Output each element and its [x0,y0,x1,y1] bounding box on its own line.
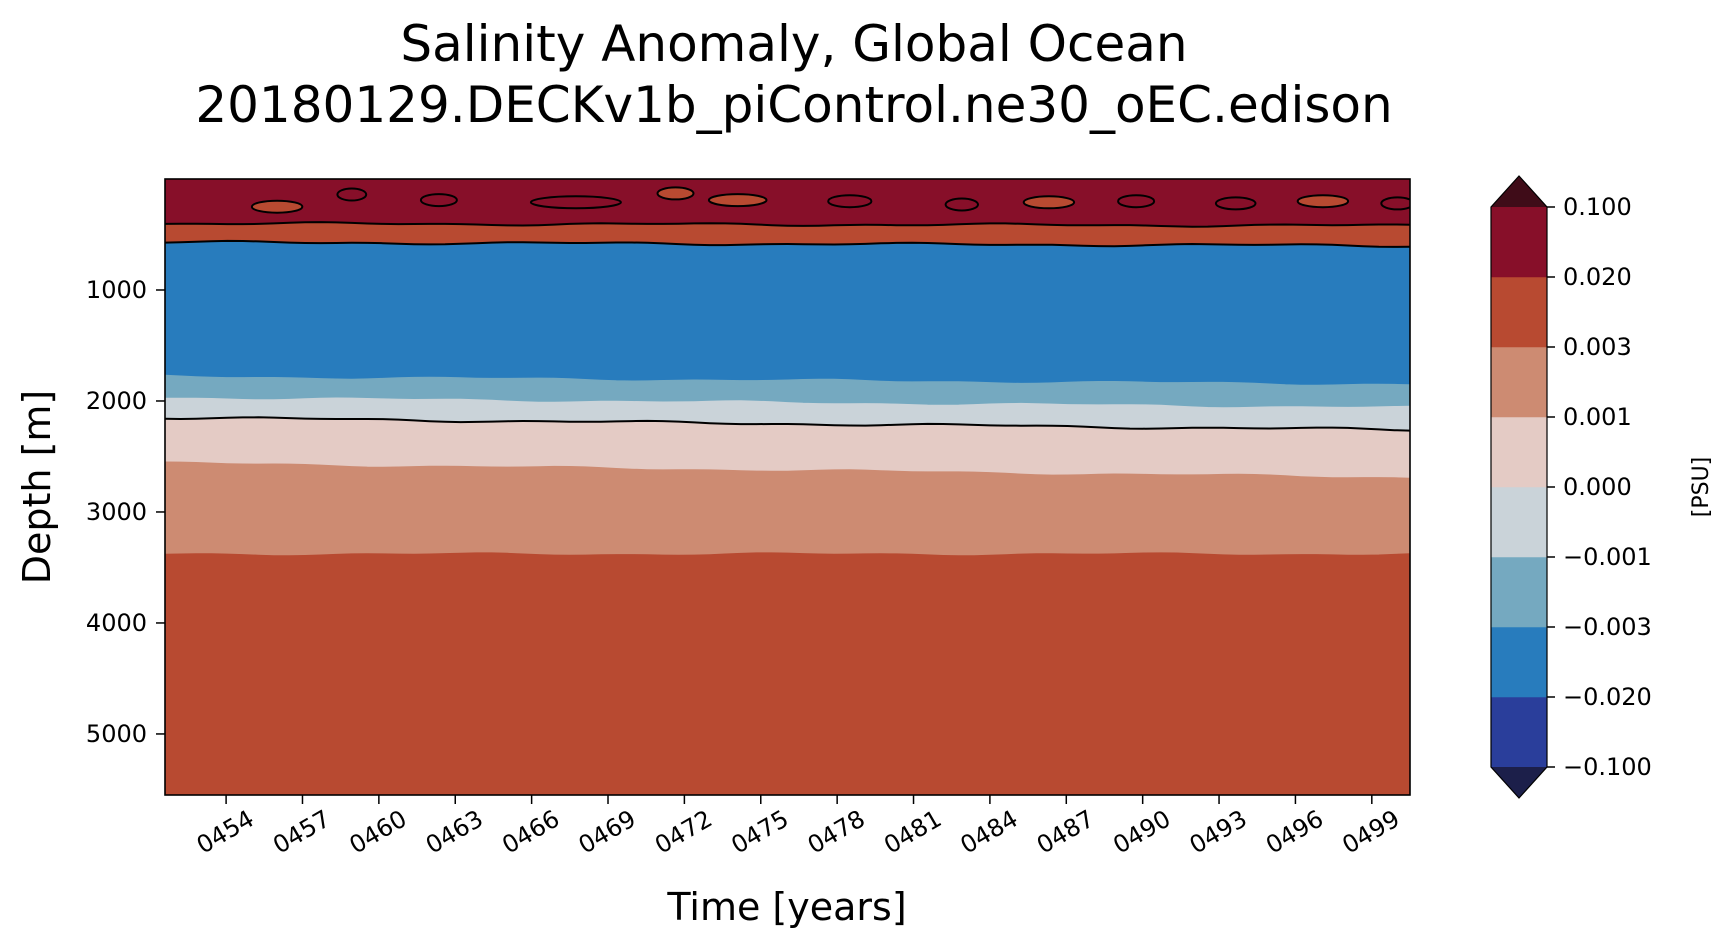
surface-contour-12 [656,186,695,201]
surface-contour-6 [1022,195,1076,210]
surface-contour-5 [944,197,979,212]
x-tick-label-14: 0496 [1261,805,1328,860]
chart-title-block: Salinity Anomaly, Global Ocean 20180129.… [0,14,1588,136]
colorbar-tick-label-5: 0.001 [1563,403,1632,431]
x-tick-label-10: 0484 [956,805,1023,860]
colorbar-extend-high [1491,176,1547,207]
surface-contour-11 [336,187,368,202]
surface-contour-2 [529,195,622,210]
x-tick-label-9: 0481 [879,805,946,860]
x-tick-label-2: 0460 [345,805,412,860]
x-tick-label-0: 0454 [192,805,259,860]
x-tick-label-1: 0457 [268,805,335,860]
colorbar-tick-label-8: 0.100 [1563,193,1632,221]
colorbar-tick-label-1: −0.020 [1563,683,1652,711]
y-axis-label: Depth [m] [15,390,59,585]
x-tick-label-12: 0490 [1108,805,1175,860]
colorbar-swatch-3 [1490,486,1548,558]
x-tick-label-15: 0499 [1338,805,1405,860]
y-tick-label-3: 4000 [86,609,147,637]
colorbar-swatch-1 [1490,626,1548,698]
surface-contour-4 [827,194,873,209]
surface-contour-7 [1117,194,1156,209]
contour-line-0 [165,221,1410,228]
chart-subtitle: 20180129.DECKv1b_piControl.ne30_oEC.edis… [195,76,1393,134]
colorbar-extend-low [1491,767,1547,798]
surface-contour-0 [250,199,304,214]
contour-lines [165,186,1410,432]
band-6 [165,461,1410,557]
colorbar-swatch-2 [1490,556,1548,628]
colorbar-tick-label-7: 0.020 [1563,263,1632,291]
contour-line-1 [165,239,1410,248]
surface-contour-3 [707,193,768,208]
surface-contour-1 [419,193,458,208]
colorbar-swatch-0 [1490,696,1548,768]
colorbar-swatch-7 [1490,206,1548,278]
x-tick-label-6: 0472 [650,805,717,860]
y-tick-label-0: 1000 [86,276,147,304]
surface-contour-8 [1214,196,1257,211]
y-tick-label-2: 3000 [86,498,147,526]
x-axis-label: Time [years] [666,885,906,929]
colorbar-tick-label-4: 0.000 [1563,473,1632,501]
surface-contour-10 [1380,196,1410,211]
x-tick-label-11: 0487 [1032,805,1099,860]
colorbar-label: [PSU] [1689,457,1714,518]
band-2 [165,240,1410,386]
colorbar-tick-label-0: −0.100 [1563,753,1652,781]
colorbar-swatch-4 [1490,416,1548,488]
x-tick-label-3: 0463 [421,805,488,860]
colorbar: −0.100 −0.020 −0.003 −0.001 0.000 0.001 0.003 0… [1490,175,1652,799]
x-tick-label-13: 0493 [1185,805,1252,860]
y-tick-label-4: 5000 [86,720,147,748]
colorbar-tick-label-6: 0.003 [1563,333,1632,361]
y-axis: 1000 2000 3000 4000 5000 [86,276,165,748]
colorbar-tick-label-3: −0.001 [1563,543,1652,571]
chart-title: Salinity Anomaly, Global Ocean [400,15,1188,73]
band-7 [165,552,1410,795]
band-0 [165,179,1410,228]
colorbar-swatch-6 [1490,276,1548,348]
plot-area [165,179,1410,795]
surface-contour-9 [1296,194,1350,209]
contour-line-2 [165,416,1410,432]
x-tick-label-7: 0475 [727,805,794,860]
x-axis: 0454 0457 0460 0463 0466 0469 0472 0475 0478 0481… [192,795,1405,860]
plot-frame [164,178,1411,796]
y-tick-label-1: 2000 [86,387,147,415]
x-tick-label-4: 0466 [497,805,564,860]
x-tick-label-8: 0478 [803,805,870,860]
colorbar-tick-label-2: −0.003 [1563,613,1652,641]
colorbar-swatch-5 [1490,346,1548,418]
x-tick-label-5: 0469 [574,805,641,860]
